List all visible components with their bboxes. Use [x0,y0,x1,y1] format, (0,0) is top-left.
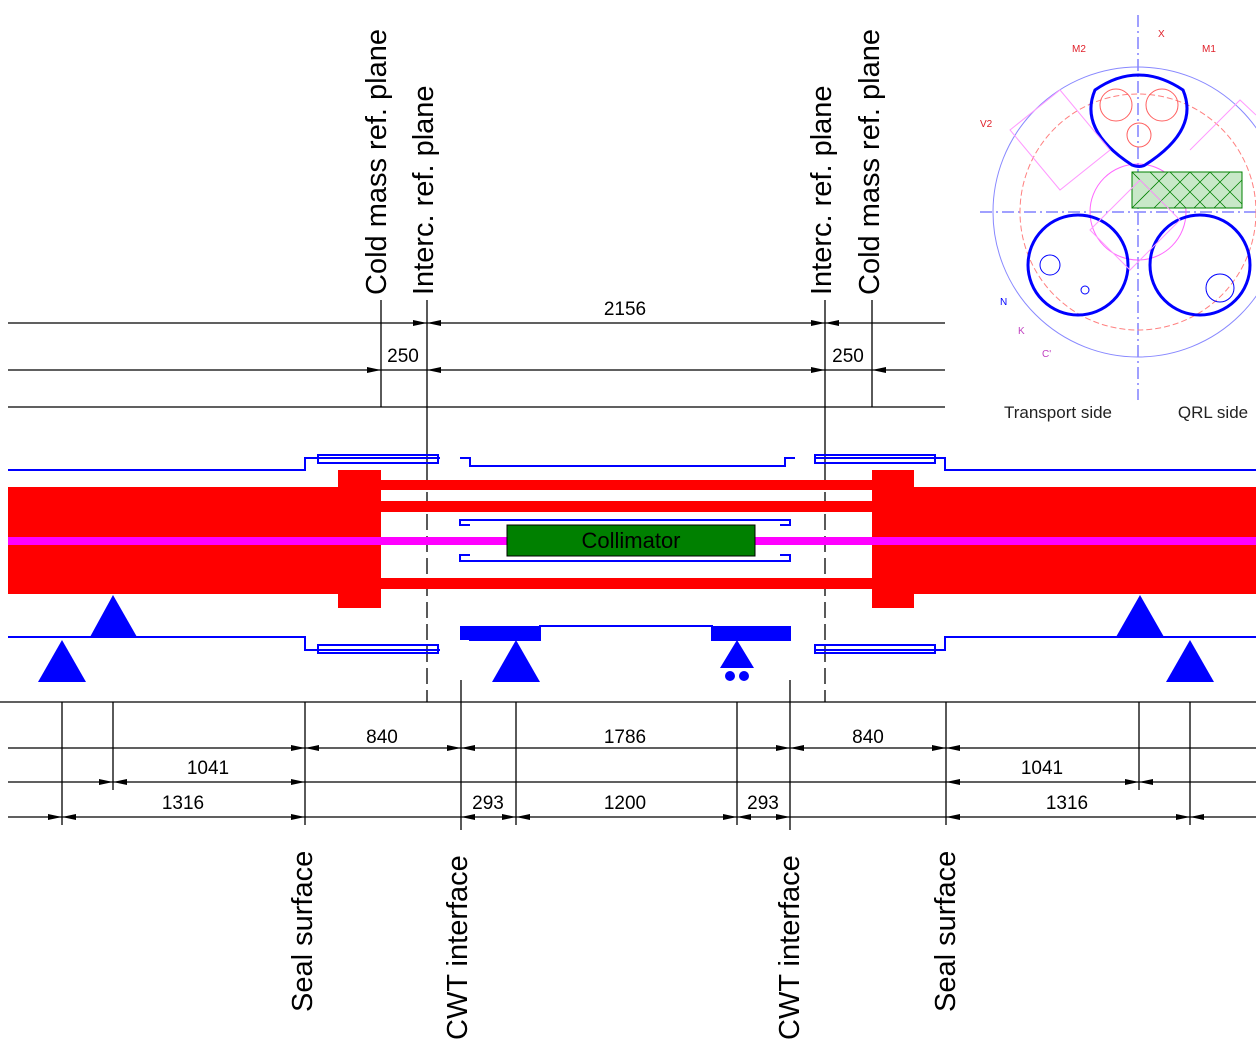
plane-label: Interc. ref. plane [806,85,838,295]
collimator-label: Collimator [581,528,680,553]
cross-section-label: X [1158,29,1165,40]
side-label: Transport side [1004,403,1112,422]
dimension: 840 [852,727,884,748]
dimension: 1316 [162,793,204,814]
plane-label: Seal surface [287,851,319,1012]
cross-section-label: M1 [1202,44,1216,55]
plane-label: Seal surface [930,851,962,1012]
plane-label: Cold mass ref. plane [361,29,393,295]
plane-label: CWT interface [442,855,474,1040]
beam-assembly [8,455,1256,682]
cross-section [980,15,1256,400]
cross-section-label: V2 [980,119,993,130]
dimension: 1316 [1046,793,1088,814]
cross-section-label: N [1000,297,1007,308]
dimension: 250 [832,346,864,367]
dimension: 293 [747,793,779,814]
plane-label: Interc. ref. plane [408,85,440,295]
dimension: 293 [472,793,504,814]
cross-section-label: C' [1042,349,1051,360]
dimension: 1200 [604,793,646,814]
dimension: 1041 [1021,758,1063,779]
side-label: QRL side [1178,403,1248,422]
cross-section-label: M2 [1072,44,1086,55]
plane-label: CWT interface [774,855,806,1040]
dimension: 1041 [187,758,229,779]
plane-label: Cold mass ref. plane [854,29,886,295]
dimension: 2156 [604,299,646,320]
cross-section-label: K [1018,326,1025,337]
dimension: 250 [387,346,419,367]
diagram: Cold mass ref. plane Interc. ref. plane … [0,0,1256,1041]
dimension: 840 [366,727,398,748]
dimension: 1786 [604,727,646,748]
